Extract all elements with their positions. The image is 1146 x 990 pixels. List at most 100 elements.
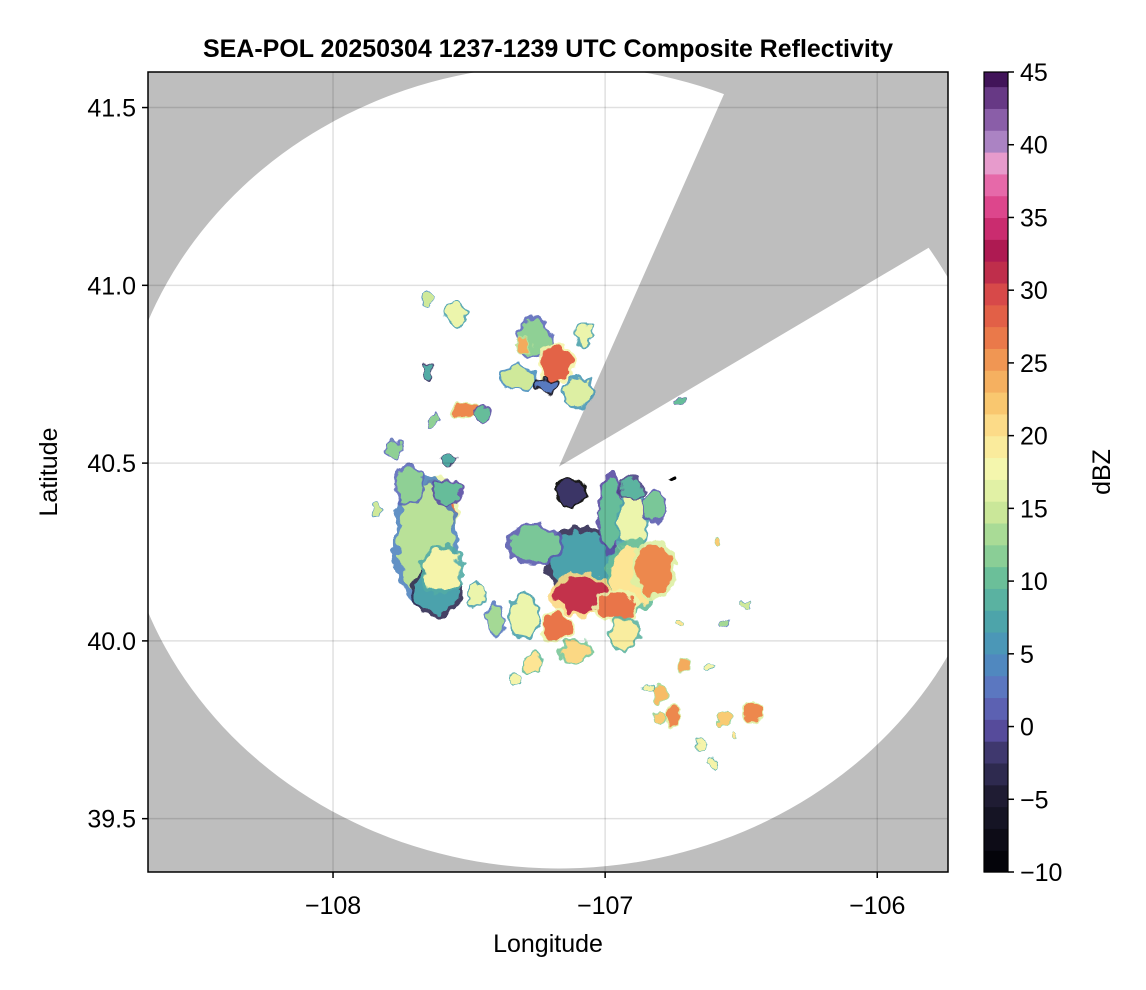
colorbar-bin [984,304,1008,328]
colorbar-bin [984,697,1008,720]
colorbar-bin [984,370,1008,393]
echo-cell [704,661,713,671]
colorbar-bin [984,566,1008,589]
colorbar-bin [984,544,1008,568]
colorbar-bin [984,326,1008,349]
radar-coverage [148,72,948,869]
echo-cell [515,338,532,353]
colorbar-bin [984,261,1008,284]
x-axis: −108 −107 −106 [305,872,905,920]
echo-cell [395,466,423,503]
colorbar-bin [984,195,1008,219]
echo-cell [441,454,453,465]
colorbar-tick-label: 0 [1020,714,1034,742]
echo-cell [618,495,646,552]
colorbar-bin [984,784,1008,808]
colorbar-bin [984,501,1008,524]
y-tick-label: 41.5 [87,95,136,123]
colorbar-bin [984,282,1008,306]
colorbar-bin [984,850,1008,873]
grid-lines [148,72,948,872]
y-axis: 39.5 40.0 40.5 41.0 41.5 [87,95,148,834]
colorbar-bin [984,130,1008,153]
echo-cell [599,477,622,549]
echo-cell [677,395,686,403]
echo-cell [469,584,486,606]
echo-cell [542,612,570,641]
colorbar-bin [984,588,1008,611]
echo-cell [428,415,440,426]
echo-cell [670,477,677,484]
colorbar-bin [984,457,1008,480]
colorbar-tick-label: 40 [1020,132,1048,160]
echo-cell [422,294,434,305]
y-tick-label: 40.5 [87,450,136,478]
y-axis-label: Latitude [35,428,63,517]
x-tick-label: −106 [849,892,905,920]
y-tick-label: 39.5 [87,806,136,834]
echo-cell [713,537,720,545]
echo-cell [732,729,740,737]
colorbar-tick-label: 20 [1020,423,1048,451]
colorbar-bin [984,239,1008,262]
colorbar-bin [984,741,1008,764]
colorbar-bin [984,675,1008,699]
reflectivity-echoes [370,293,762,767]
echo-cell [621,477,644,499]
echo-cell [509,594,538,638]
colorbar-tick-label: 10 [1020,568,1048,596]
echo-cell [707,757,716,767]
colorbar-frame [983,71,1009,873]
plot-area [148,72,948,872]
colorbar-bin [984,86,1008,109]
echo-cell [561,640,589,663]
echo-cell [596,591,636,620]
echo-cell [539,345,573,382]
colorbar-bin [984,348,1008,371]
colorbar-bin [984,413,1008,437]
colorbar-bin [984,653,1008,677]
colorbar-bin [984,217,1008,240]
colorbar-tick-label: 30 [1020,277,1048,305]
colorbar-tick-label: −5 [1020,786,1049,814]
echo-cell [422,363,434,378]
echo-cell [699,738,708,750]
colorbar-tick-label: 25 [1020,350,1048,378]
colorbar-tick-label: 35 [1020,204,1048,232]
colorbar-bin [984,479,1008,502]
colorbar-bin [984,806,1008,829]
colorbar-tick-label: 5 [1020,641,1034,669]
echo-cell [523,653,540,672]
echo-cell [384,441,402,456]
y-tick-label: 40.0 [87,628,136,656]
echo-cell [501,367,535,389]
colorbar-bin [984,522,1008,546]
echo-cell [720,619,729,627]
echo-cell [743,701,761,723]
plot-frame [147,71,949,873]
colorbar-bin [984,72,1008,88]
x-tick-label: −107 [577,892,633,920]
echo-cell [643,491,666,520]
colorbar-bin [984,610,1008,633]
echo-cell [610,619,638,648]
colorbar-bin [984,762,1008,786]
x-axis-label: Longitude [493,930,603,958]
colorbar-bin [984,719,1008,742]
echo-cell [534,377,557,392]
colorbar-tick-label: −10 [1020,859,1062,887]
echo-cell [564,377,592,407]
colorbar-bin [984,435,1008,459]
colorbar-bin [984,108,1008,131]
echo-cell [666,704,680,727]
colorbar-bin [984,632,1008,655]
echo-cell [678,660,690,672]
echo-cell [675,618,682,628]
echo-cell [474,406,491,421]
chart-title: SEA-POL 20250304 1237-1239 UTC Composite… [203,35,893,63]
colorbar-label: dBZ [1088,449,1116,495]
echo-cell [575,324,592,346]
echo-cell [743,602,750,609]
